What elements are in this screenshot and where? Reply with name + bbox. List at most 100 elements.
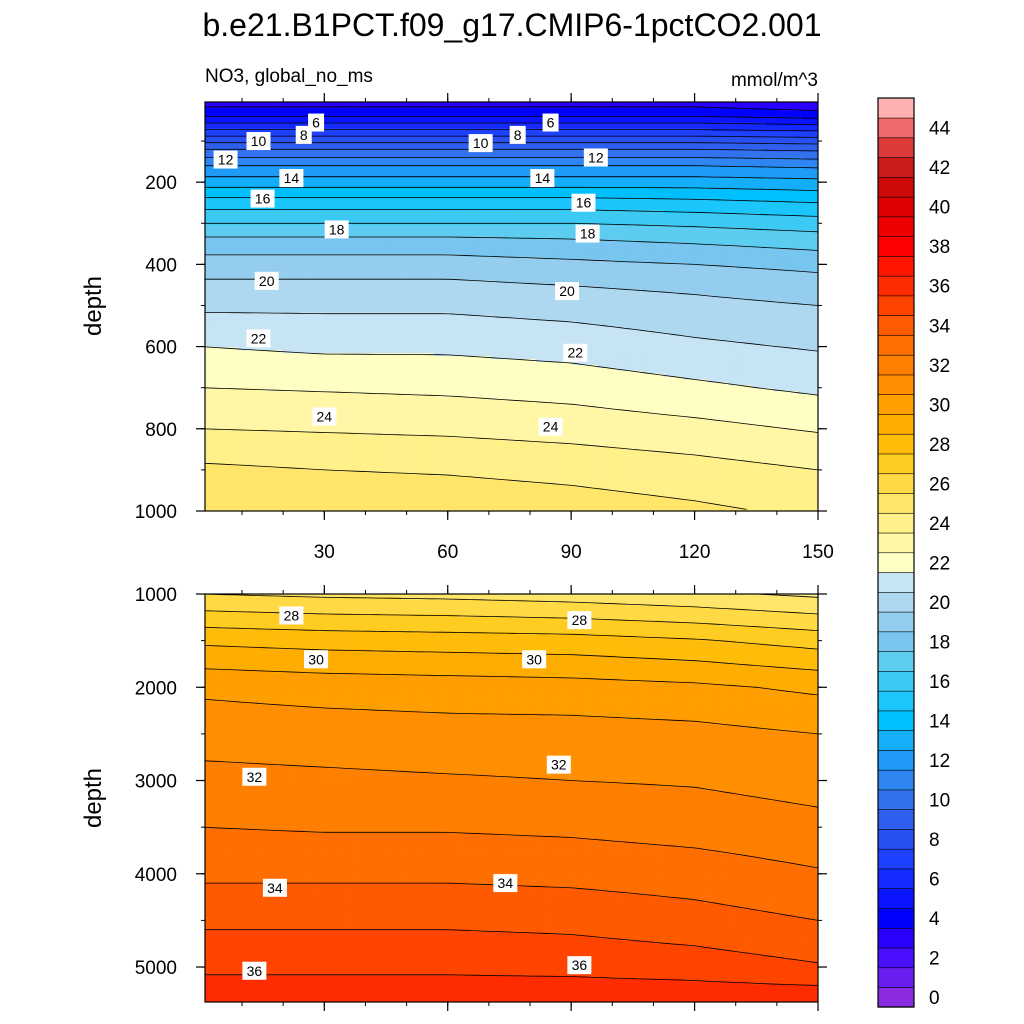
contour-fill-cell — [205, 110, 210, 115]
contour-fill-cell — [335, 107, 341, 112]
contour-fill-cell — [548, 137, 553, 141]
contour-fill-cell — [683, 151, 688, 156]
contour-fill-cell — [544, 142, 549, 147]
contour-fill-cell — [249, 119, 255, 124]
contour-fill-cell — [335, 172, 341, 176]
contour-fill-cell — [523, 128, 529, 132]
contour-fill-cell — [789, 131, 795, 135]
contour-fill-cell — [205, 172, 210, 176]
contour-fill-cell — [552, 172, 558, 176]
contour-fill-cell — [711, 122, 717, 126]
contour-fill-cell — [703, 169, 709, 173]
contour-fill-cell — [274, 137, 280, 141]
contour-fill-cell — [736, 104, 741, 109]
contour-fill-cell — [450, 169, 455, 173]
contour-fill-cell — [478, 157, 484, 162]
contour-fill-cell — [715, 151, 721, 156]
contour-fill-cell — [503, 169, 509, 173]
contour-fill-cell — [429, 154, 435, 159]
contour-fill-cell — [458, 119, 464, 124]
contour-fill-cell — [748, 166, 754, 170]
contour-fill-cell — [254, 160, 259, 164]
contour-fill-cell — [548, 110, 553, 115]
contour-fill-cell — [262, 177, 267, 182]
contour-fill-cell — [417, 166, 423, 170]
contour-fill-cell — [331, 131, 337, 135]
contour-fill-cell — [335, 139, 341, 144]
contour-fill-cell — [368, 172, 374, 176]
contour-fill-cell — [544, 102, 549, 106]
contour-fill-cell — [392, 125, 398, 129]
contour-fill-cell — [458, 128, 464, 132]
contour-fill-cell — [319, 154, 325, 159]
contour-fill-cell — [442, 142, 447, 147]
contour-fill-cell — [617, 154, 623, 159]
contour-fill-cell — [217, 110, 222, 115]
contour-fill-cell — [352, 119, 357, 124]
contour-fill-cell — [241, 122, 247, 126]
contour-fill-cell — [213, 145, 218, 150]
contour-fill-cell — [773, 125, 778, 129]
contour-fill-cell — [519, 169, 525, 173]
contour-fill-cell — [462, 119, 468, 124]
contour-fill-cell — [764, 107, 770, 112]
contour-fill-cell — [732, 122, 737, 126]
contour-fill-cell — [728, 169, 733, 173]
contour-fill-cell — [777, 131, 782, 135]
contour-fill-cell — [425, 151, 431, 156]
contour-fill-cell — [331, 137, 337, 141]
contour-fill-cell — [679, 160, 684, 164]
contour-fill-cell — [241, 113, 247, 118]
contour-fill-cell — [617, 157, 623, 162]
contour-fill-cell — [687, 116, 692, 121]
contour-fill-cell — [519, 172, 525, 176]
contour-fill-cell — [580, 122, 586, 126]
contour-fill-cell — [544, 145, 549, 150]
contour-fill-cell — [290, 154, 296, 159]
contour-fill-cell — [572, 131, 578, 135]
contour-fill-cell — [666, 163, 672, 167]
contour-fill-cell — [654, 148, 660, 153]
contour-fill-cell — [658, 151, 664, 156]
contour-fill-cell — [262, 107, 267, 112]
contour-fill-cell — [262, 157, 267, 162]
contour-fill-cell — [270, 119, 276, 124]
contour-fill-cell — [597, 116, 603, 121]
contour-fill-cell — [262, 119, 267, 124]
contour-fill-cell — [576, 157, 582, 162]
contour-fill-cell — [470, 166, 476, 170]
contour-fill-cell — [311, 151, 316, 156]
contour-fill-cell — [417, 139, 423, 144]
contour-fill-cell — [781, 166, 786, 170]
contour-fill-cell — [233, 113, 239, 118]
contour-fill-cell — [339, 131, 345, 135]
contour-fill-cell — [454, 166, 459, 170]
contour-fill-cell — [540, 160, 545, 164]
contour-fill-cell — [523, 119, 529, 124]
contour-fill-cell — [209, 107, 214, 112]
contour-fill-cell — [499, 177, 504, 182]
contour-fill-cell — [217, 145, 222, 150]
contour-fill-cell — [343, 128, 349, 132]
contour-fill-cell — [576, 122, 582, 126]
contour-fill-cell — [266, 110, 271, 115]
contour-fill-cell — [719, 107, 725, 112]
contour-fill-cell — [425, 137, 431, 141]
contour-fill-cell — [241, 166, 247, 170]
contour-fill-cell — [450, 128, 455, 132]
contour-fill-cell — [785, 142, 790, 147]
contour-fill-cell — [781, 139, 786, 144]
contour-fill-cell — [266, 116, 271, 121]
contour-fill-cell — [237, 172, 243, 176]
contour-fill-cell — [352, 172, 357, 176]
contour-fill-cell — [601, 166, 607, 170]
contour-fill-cell — [593, 125, 598, 129]
contour-fill-cell — [495, 151, 500, 156]
contour-fill-cell — [589, 145, 594, 150]
contour-fill-cell — [674, 151, 680, 156]
contour-fill-cell — [654, 137, 660, 141]
contour-fill-cell — [662, 107, 668, 112]
contour-fill-cell — [405, 148, 410, 153]
contour-fill-cell — [601, 110, 607, 115]
contour-fill-cell — [437, 122, 443, 126]
